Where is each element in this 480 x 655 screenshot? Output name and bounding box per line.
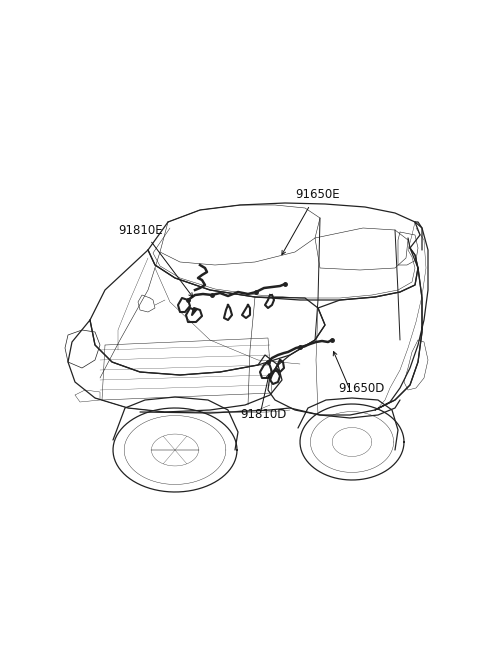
Text: 91650D: 91650D bbox=[338, 381, 384, 394]
Text: 91650E: 91650E bbox=[295, 189, 340, 202]
Text: 91810D: 91810D bbox=[240, 409, 287, 422]
Text: 91810E: 91810E bbox=[118, 223, 163, 236]
